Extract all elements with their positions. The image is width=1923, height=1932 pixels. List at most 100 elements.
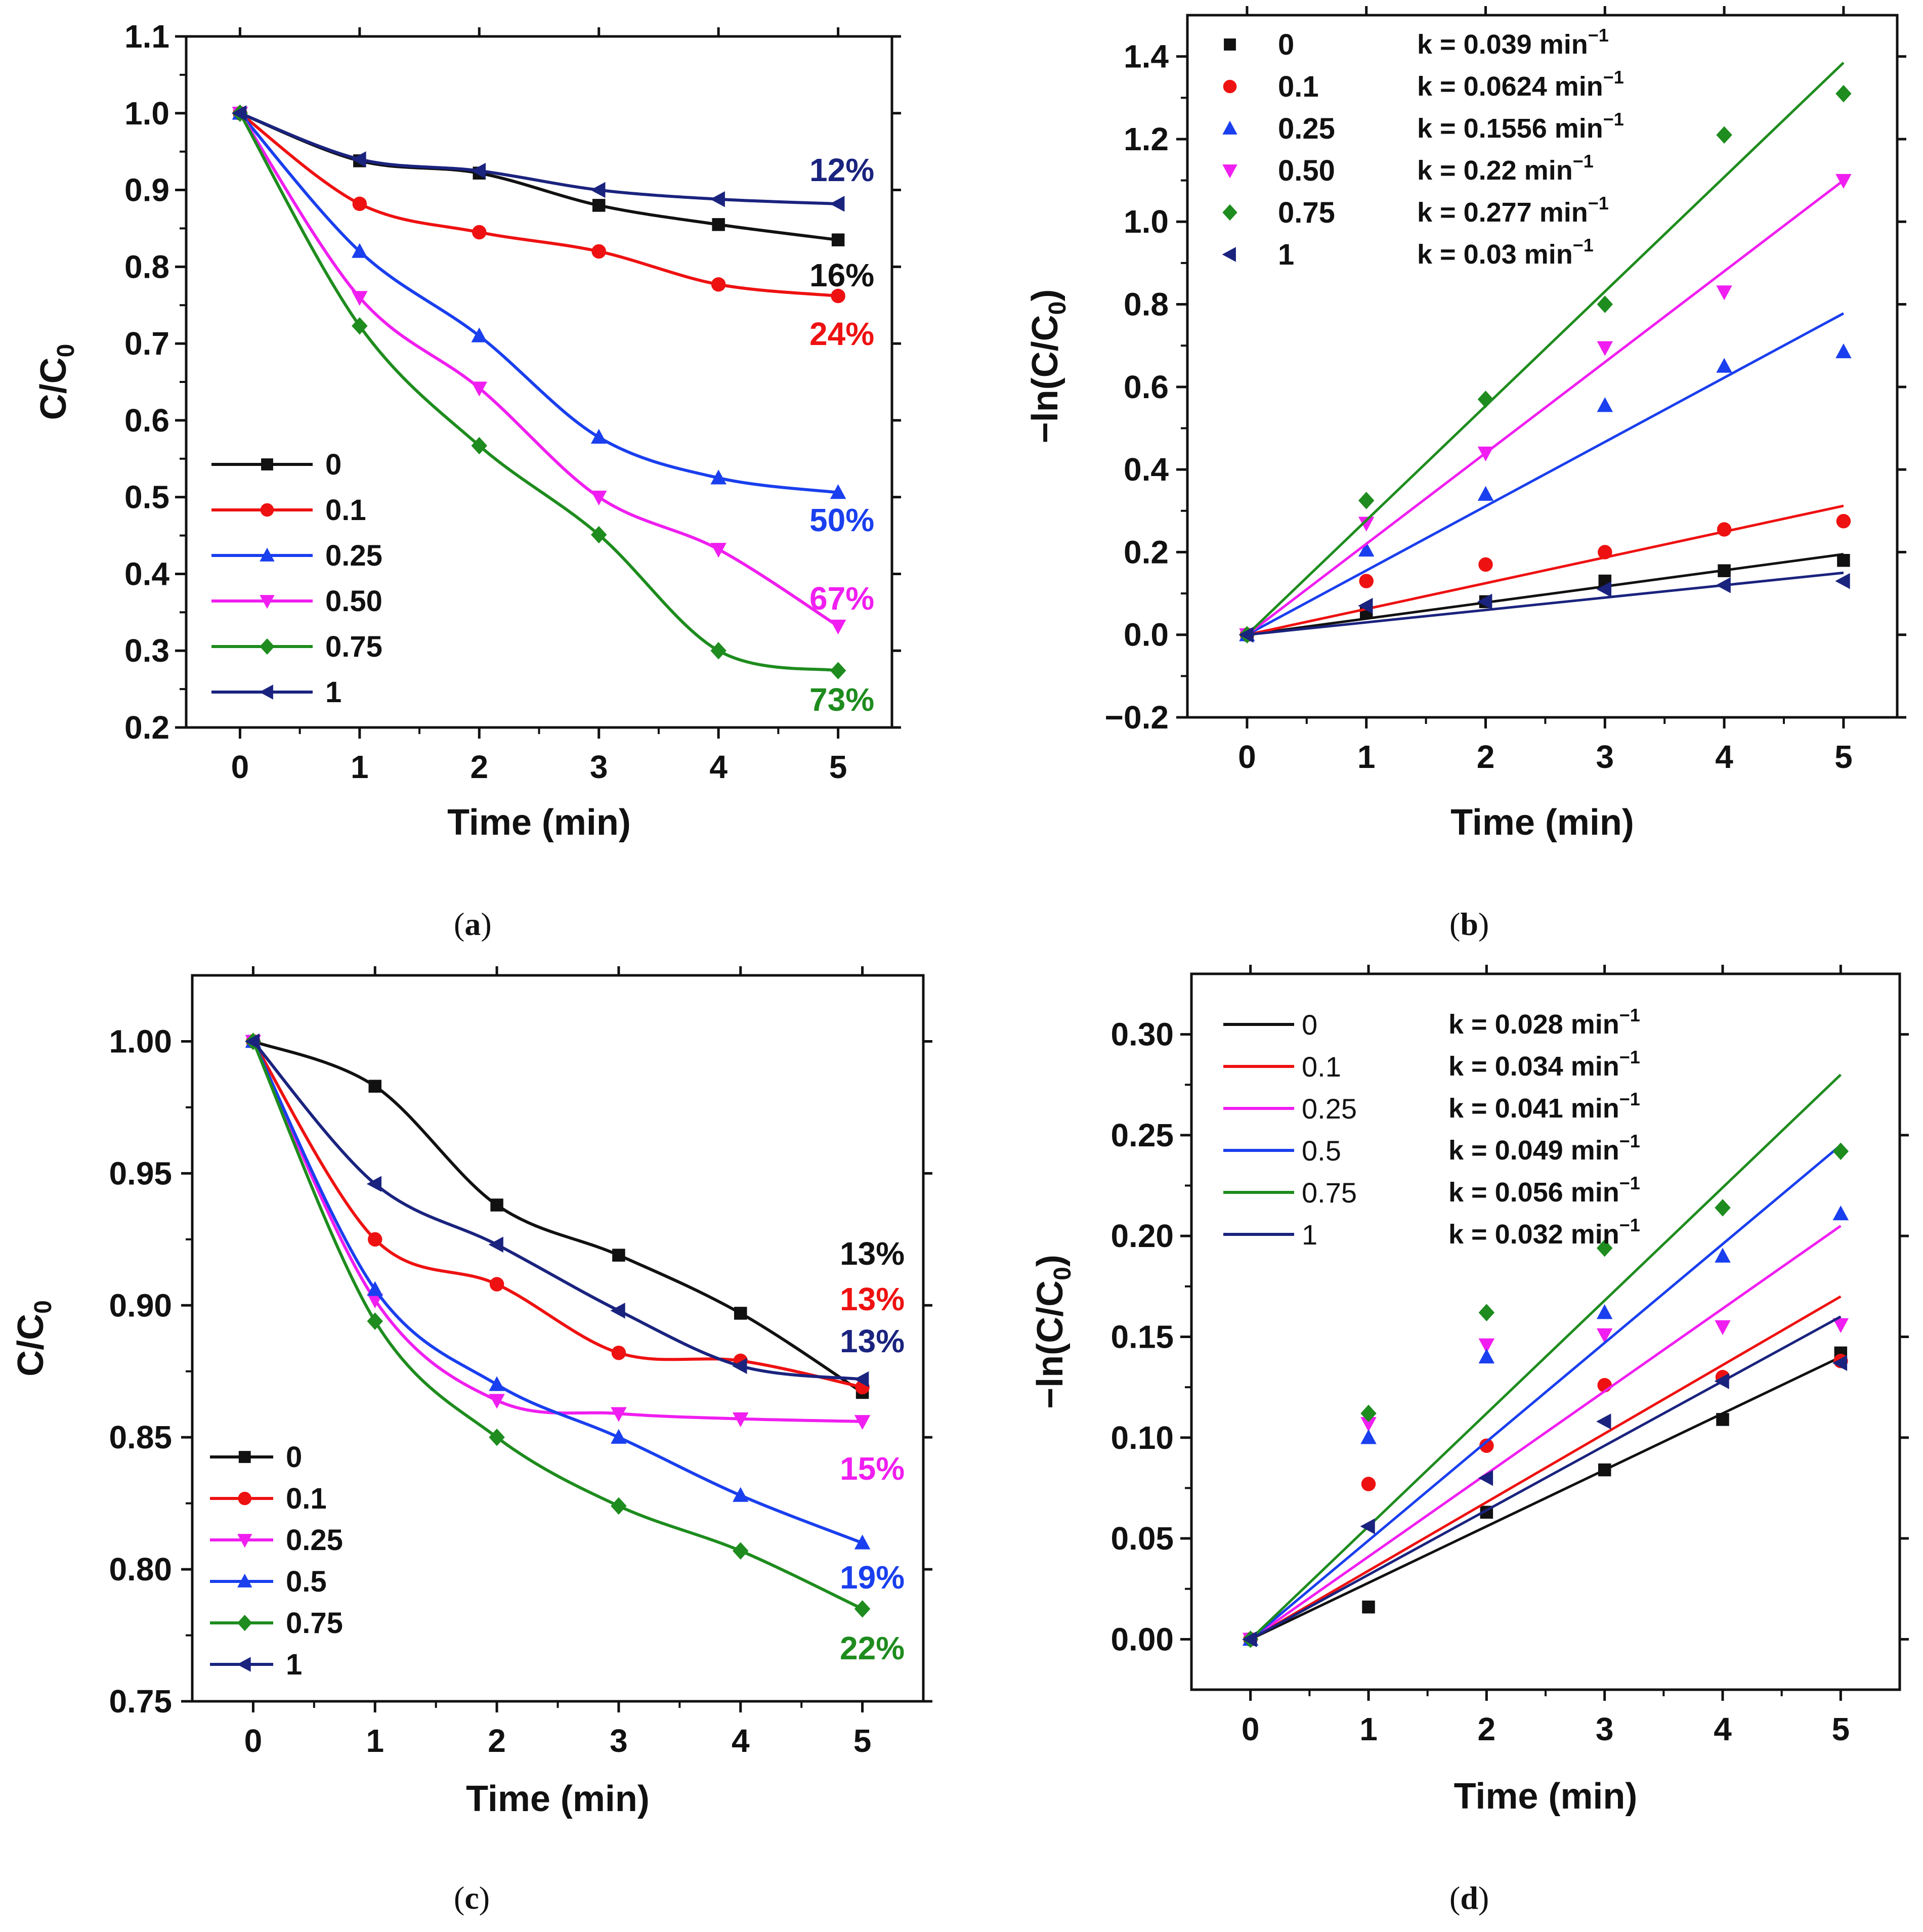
c-removal-annotation: 15%: [840, 1450, 905, 1487]
c-data-point-0.5-1: [367, 1281, 383, 1296]
d-fit-line-0.75: [1249, 1074, 1842, 1641]
d-x-axis-title: Time (min): [1454, 1776, 1638, 1817]
d-y-tick-label: 0.00: [1110, 1621, 1174, 1657]
a-data-point-0.50-2: [471, 381, 488, 397]
b-data-point-0.75-1: [1358, 492, 1375, 509]
b-data-point-1-4: [1716, 577, 1731, 593]
a-y-tick-label: 0.3: [124, 632, 169, 669]
a-data-point-1-5: [830, 196, 845, 212]
b-y-axis-title: −ln(C/C0): [1025, 289, 1071, 444]
a-x-tick-label: 5: [829, 749, 847, 785]
c-series-0.25: [245, 1035, 871, 1430]
c-data-point-0.5-4: [733, 1487, 749, 1502]
caption-d-letter: d: [1460, 1880, 1478, 1916]
d-data-point-0.25-3: [1596, 1328, 1613, 1343]
d-data-point-1-5: [1832, 1355, 1848, 1371]
c-data-point-0.5-3: [611, 1429, 627, 1444]
d-y-tick-label: 0.05: [1110, 1520, 1174, 1557]
d-legend-label-0.5: 0.5: [1302, 1135, 1341, 1167]
b-data-point-1-1: [1358, 597, 1373, 614]
b-data-point-0.25-2: [1477, 486, 1494, 501]
caption-d: (d): [1449, 1880, 1489, 1916]
a-data-point-0.1-2: [472, 225, 487, 240]
a-data-point-0.1-4: [711, 277, 726, 292]
a-data-point-0.75-3: [590, 526, 607, 544]
c-y-tick-label: 0.80: [109, 1551, 172, 1587]
c-data-point-1-0: [244, 1033, 260, 1050]
c-series-0.1: [246, 1034, 870, 1395]
c-legend-marker-0.25: [237, 1534, 252, 1548]
c-y-tick-label: 0.75: [109, 1683, 172, 1720]
caption-a-letter: a: [464, 906, 481, 942]
a-legend-marker-0.75: [260, 638, 275, 655]
b-series-0.75: [1239, 62, 1852, 643]
b-data-point-0.1-5: [1836, 513, 1851, 529]
c-data-point-0.25-5: [854, 1415, 871, 1430]
b-data-point-0.50-1: [1358, 517, 1375, 532]
a-data-point-1-1: [351, 151, 366, 167]
b-legend-marker-0.1: [1223, 79, 1237, 94]
b-y-axis-title-sub: 0: [1044, 302, 1071, 315]
d-data-point-0.1-2: [1479, 1438, 1494, 1453]
c-series-line-0: [252, 1040, 864, 1394]
c-series-line-0.25: [251, 1041, 863, 1423]
c-data-point-0.25-2: [489, 1394, 505, 1409]
b-data-point-0.75-2: [1477, 391, 1494, 408]
a-data-point-0.1-5: [831, 288, 845, 304]
b-legend-marker-0.75: [1222, 204, 1237, 221]
a-data-point-0.25-3: [590, 428, 607, 444]
c-removal-annotation: 22%: [840, 1630, 905, 1666]
a-legend-label-0.75: 0.75: [325, 630, 382, 663]
d-data-point-0.5-3: [1596, 1304, 1613, 1319]
b-legend-k-0: k = 0.039 min−1: [1417, 25, 1609, 60]
c-series-line-0.5: [251, 1041, 863, 1544]
panel-a-chart: 0 1 2 3 4 5 0.2 0.3 0.4 0.5 0.6 0.7 0.8 0.9 1.0 1.1 Time…: [33, 18, 901, 843]
d-legend-k-sup-1: −1: [1619, 1215, 1640, 1235]
d-data-point-0.25-4: [1715, 1320, 1731, 1336]
a-series-0.75: [232, 104, 846, 679]
b-x-tick-label: 0: [1238, 739, 1256, 775]
b-data-point-0-4: [1718, 564, 1731, 577]
b-y-tick-label: 0.8: [1124, 286, 1169, 323]
b-legend-k-0.75: k = 0.277 min−1: [1417, 193, 1609, 228]
b-y-tick-label: 1.0: [1124, 203, 1169, 240]
a-data-point-0.50-5: [830, 619, 846, 635]
b-fit-line-1: [1247, 571, 1844, 636]
b-data-point-0-5: [1837, 553, 1850, 567]
b-y-tick-label: 0.6: [1124, 369, 1169, 405]
c-legend: 0 0.1 0.25 0.5 0.75 1: [210, 1441, 343, 1681]
b-x-tick-label: 3: [1596, 739, 1614, 775]
d-data-point-0.25-5: [1832, 1318, 1849, 1334]
a-y-tick-label: 0.4: [124, 555, 169, 592]
b-x-tick-label: 5: [1834, 739, 1853, 775]
a-data-point-0.25-4: [710, 469, 727, 485]
a-y-axis-title-main: C/C: [33, 357, 74, 420]
b-legend-k-1: k = 0.03 min−1: [1417, 235, 1594, 270]
b-data-point-0.75-5: [1835, 84, 1852, 103]
a-series-line-0.50: [238, 112, 839, 628]
c-data-point-0.25-3: [611, 1407, 627, 1422]
d-fit-line-0.25: [1250, 1225, 1842, 1641]
d-data-point-0.25-2: [1478, 1338, 1495, 1353]
a-removal-annotation: 50%: [809, 502, 874, 538]
d-y-axis-title: −ln(C/C0): [1030, 1255, 1076, 1409]
d-data-point-0.5-2: [1478, 1348, 1495, 1364]
c-data-point-0.75-4: [733, 1542, 749, 1560]
d-fit-line-0.1: [1250, 1295, 1842, 1641]
b-x-axis-title: Time (min): [1450, 802, 1634, 843]
d-data-point-1-3: [1596, 1413, 1611, 1430]
d-fit-line-0: [1250, 1356, 1842, 1641]
b-x-tick-label: 1: [1357, 739, 1376, 775]
b-y-tick-label: 1.2: [1124, 121, 1169, 157]
b-legend-k-sup-0: −1: [1588, 25, 1609, 46]
c-y-tick-label: 0.85: [109, 1419, 172, 1455]
b-x-tick-label: 4: [1715, 739, 1733, 775]
d-series-0.25: [1242, 1225, 1849, 1648]
c-legend-marker-0.75: [237, 1614, 252, 1632]
a-data-point-0.75-1: [352, 317, 368, 335]
a-data-point-0.75-2: [471, 437, 488, 455]
a-y-tick-label: 1.0: [124, 95, 169, 132]
a-legend-label-0.25: 0.25: [325, 539, 382, 572]
b-data-point-0.25-4: [1716, 358, 1732, 373]
